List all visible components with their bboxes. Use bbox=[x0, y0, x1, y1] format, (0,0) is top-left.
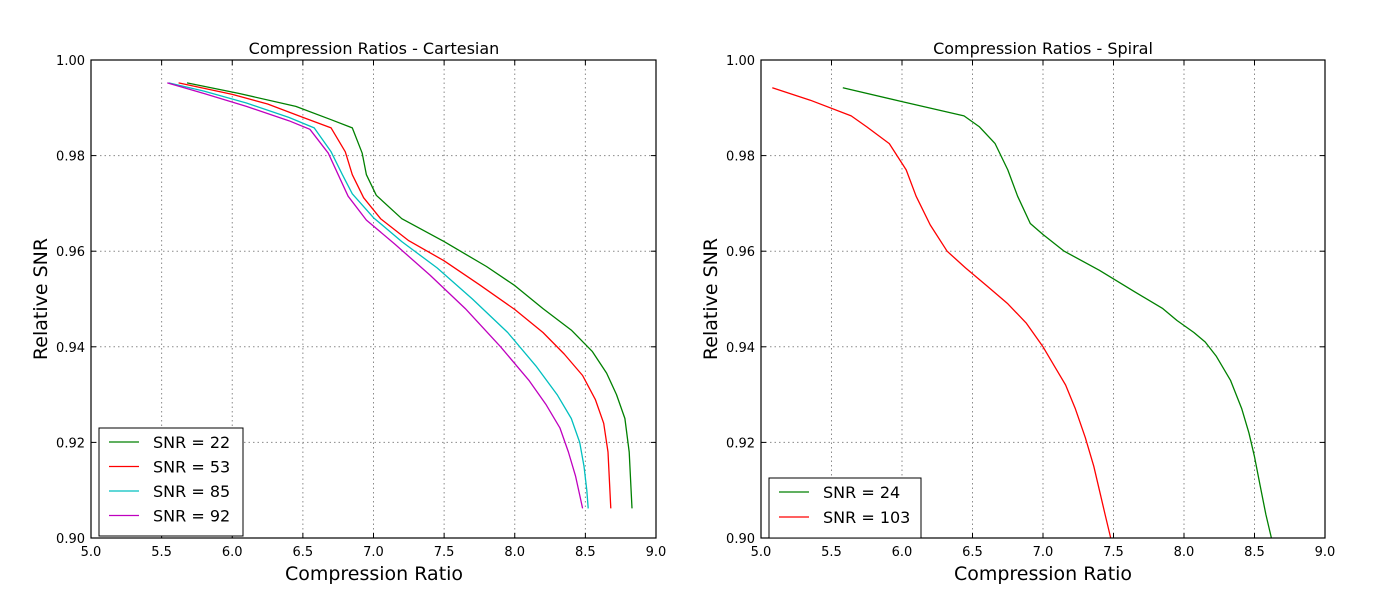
x-tick-label: 8.5 bbox=[575, 545, 596, 560]
series-line-snr-85 bbox=[168, 82, 589, 509]
series-lines bbox=[772, 87, 1273, 539]
y-tick-label: 1.00 bbox=[56, 54, 85, 69]
series-lines bbox=[167, 82, 633, 509]
y-tick-labels: 0.90 0.92 0.94 0.96 0.98 1.00 bbox=[726, 54, 755, 547]
x-tick-label: 9.0 bbox=[646, 545, 667, 560]
x-tick-label: 6.5 bbox=[293, 545, 314, 560]
y-axis-label: Relative SNR bbox=[700, 238, 722, 360]
x-tick-label: 8.0 bbox=[1174, 545, 1195, 560]
x-tick-label: 7.0 bbox=[1033, 545, 1054, 560]
x-tick-label: 8.5 bbox=[1244, 545, 1265, 560]
y-tick-label: 0.94 bbox=[726, 341, 755, 356]
x-tick-label: 5.0 bbox=[751, 545, 772, 560]
series-line-snr-22 bbox=[186, 82, 633, 509]
x-tick-labels: 5.0 5.5 6.0 6.5 7.0 7.5 8.0 8.5 9.0 bbox=[751, 545, 1336, 560]
y-tick-label: 0.90 bbox=[56, 532, 85, 547]
gridlines bbox=[761, 60, 1325, 538]
chart-spiral: Compression Ratios - Spiral 5.0 5.5 6.0 6.5… bbox=[700, 39, 1335, 585]
y-tick-label: 0.94 bbox=[56, 341, 85, 356]
x-axis-label: Compression Ratio bbox=[954, 563, 1132, 585]
gridlines bbox=[91, 60, 656, 538]
legend-box bbox=[98, 427, 244, 537]
legend-box bbox=[768, 477, 922, 539]
legend-entry: SNR = 85 bbox=[153, 482, 230, 501]
y-axis-label: Relative SNR bbox=[30, 238, 52, 360]
x-tick-label: 7.0 bbox=[363, 545, 384, 560]
legend-entry: SNR = 24 bbox=[823, 483, 900, 502]
x-tick-label: 5.5 bbox=[151, 545, 172, 560]
y-tick-labels: 0.90 0.92 0.94 0.96 0.98 1.00 bbox=[56, 54, 85, 547]
legend: SNR = 22 SNR = 53 SNR = 85 SNR = 92 bbox=[98, 427, 244, 537]
legend: SNR = 24 SNR = 103 bbox=[768, 477, 922, 539]
series-line-snr-24 bbox=[842, 87, 1273, 539]
x-axis-label: Compression Ratio bbox=[285, 563, 463, 585]
x-tick-label: 5.5 bbox=[821, 545, 842, 560]
y-tick-label: 1.00 bbox=[726, 54, 755, 69]
x-tick-label: 9.0 bbox=[1315, 545, 1336, 560]
x-tick-label: 7.5 bbox=[434, 545, 455, 560]
legend-entry: SNR = 103 bbox=[823, 508, 910, 527]
y-tick-label: 0.98 bbox=[56, 150, 85, 165]
y-tick-label: 0.92 bbox=[56, 436, 85, 451]
y-tick-label: 0.92 bbox=[726, 436, 755, 451]
x-tick-label: 6.0 bbox=[222, 545, 243, 560]
series-line-snr-92 bbox=[167, 82, 584, 509]
chart-cartesian: Compression Ratios - Cartesian 5.0 5.5 6.0… bbox=[30, 39, 666, 585]
chart-title: Compression Ratios - Cartesian bbox=[249, 39, 500, 58]
legend-entry: SNR = 53 bbox=[153, 458, 230, 477]
y-tick-label: 0.96 bbox=[56, 245, 85, 260]
series-line-snr-103 bbox=[772, 87, 1112, 539]
legend-entry: SNR = 22 bbox=[153, 433, 230, 452]
y-tick-label: 0.98 bbox=[726, 150, 755, 165]
x-tick-label: 6.0 bbox=[892, 545, 913, 560]
x-tick-label: 5.0 bbox=[81, 545, 102, 560]
chart-title: Compression Ratios - Spiral bbox=[933, 39, 1153, 58]
y-tick-label: 0.90 bbox=[726, 532, 755, 547]
y-tick-label: 0.96 bbox=[726, 245, 755, 260]
x-tick-labels: 5.0 5.5 6.0 6.5 7.0 7.5 8.0 8.5 9.0 bbox=[81, 545, 667, 560]
x-tick-label: 8.0 bbox=[504, 545, 525, 560]
legend-entry: SNR = 92 bbox=[153, 507, 230, 526]
series-line-snr-53 bbox=[178, 82, 612, 509]
x-tick-label: 7.5 bbox=[1103, 545, 1124, 560]
x-tick-label: 6.5 bbox=[962, 545, 983, 560]
